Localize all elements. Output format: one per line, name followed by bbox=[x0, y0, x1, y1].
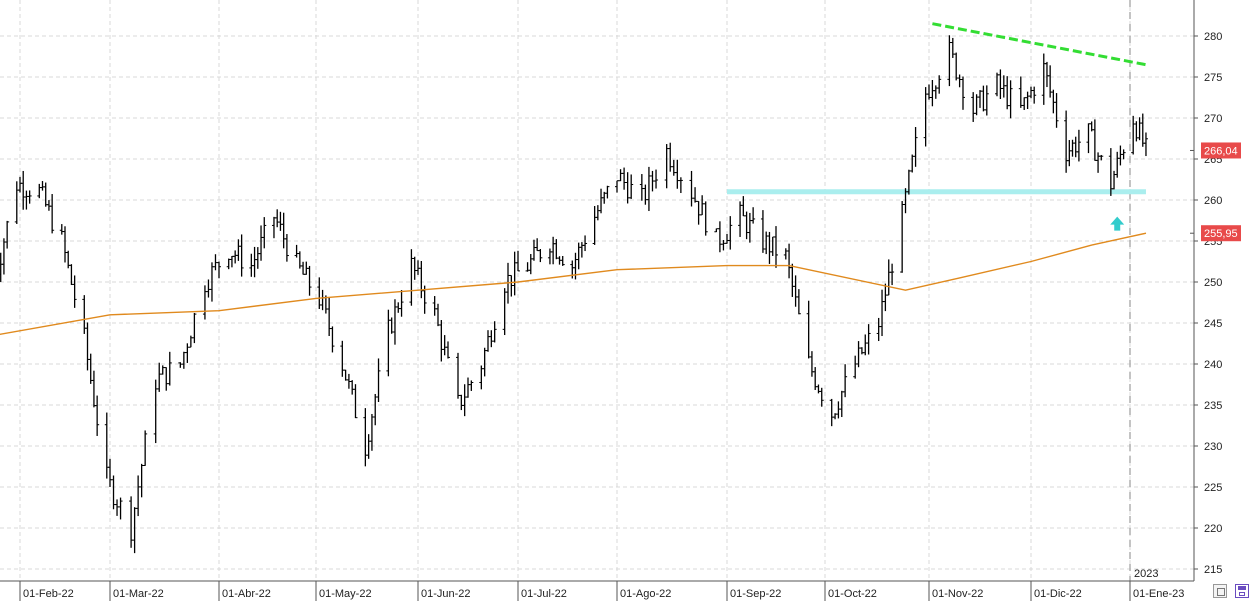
ohlc-bar bbox=[654, 169, 659, 189]
grid-lines bbox=[0, 0, 1194, 581]
ohlc-bar bbox=[399, 290, 404, 317]
ohlc-bar bbox=[890, 263, 895, 286]
last-price-label: 266,04 bbox=[1204, 145, 1238, 157]
ohlc-bar bbox=[1143, 132, 1148, 157]
y-tick-label: 250 bbox=[1204, 277, 1222, 289]
ohlc-bar bbox=[5, 220, 10, 249]
moving-average-line bbox=[0, 232, 1147, 336]
y-tick-label: 245 bbox=[1204, 318, 1222, 330]
ohlc-bar bbox=[538, 248, 543, 263]
y-tick-label: 235 bbox=[1204, 400, 1222, 412]
y-tick-label: 215 bbox=[1204, 564, 1222, 576]
x-tick-label: 01-Feb-22 bbox=[23, 588, 74, 600]
ohlc-bar bbox=[167, 351, 172, 386]
x-axis: 01-Feb-22 01-Mar-22 01-Abr-22 01-May-22 01-J… bbox=[19, 568, 1184, 601]
x-tick-label: 01-Sep-22 bbox=[730, 588, 781, 600]
grid-toggle-icon[interactable] bbox=[1213, 584, 1227, 598]
resistance-trendline bbox=[932, 22, 1147, 67]
ohlc-bar bbox=[703, 201, 708, 236]
ohlc-bar bbox=[1076, 129, 1081, 162]
up-arrow-icon bbox=[1110, 216, 1125, 231]
ohlc-bar bbox=[583, 235, 588, 252]
ohlc-bar bbox=[1099, 154, 1104, 161]
x-tick-label: 01-Nov-22 bbox=[932, 588, 983, 600]
ohlc-bar bbox=[284, 234, 289, 262]
ohlc-bar bbox=[192, 312, 197, 344]
signal-arrow bbox=[1110, 216, 1125, 231]
ohlc-bar bbox=[866, 324, 871, 355]
ohlc-bar bbox=[376, 358, 381, 403]
last-price-label-bg bbox=[1201, 142, 1241, 159]
ohlc-bar bbox=[27, 190, 32, 204]
x-tick-label: 01-Abr-22 bbox=[222, 588, 271, 600]
ohlc-bar bbox=[143, 430, 148, 467]
ohlc-bar bbox=[678, 177, 683, 194]
ohlc-bar bbox=[774, 226, 778, 268]
ohlc-bar bbox=[118, 497, 123, 520]
ohlc-bar bbox=[239, 234, 244, 277]
ohlc-bar bbox=[913, 127, 918, 167]
ohlc-bar bbox=[307, 265, 312, 296]
y-tick-label: 275 bbox=[1204, 72, 1222, 84]
y-tick-label: 225 bbox=[1204, 482, 1222, 494]
ohlc-bar bbox=[560, 255, 565, 266]
ohlc-bar bbox=[72, 275, 77, 308]
ohlc-bar bbox=[516, 250, 520, 272]
y-tick-label: 230 bbox=[1204, 441, 1222, 453]
x-tick-label: 01-May-22 bbox=[319, 588, 372, 600]
ohlc-bar bbox=[728, 216, 733, 250]
y-tick-label: 270 bbox=[1204, 113, 1222, 125]
ohlc-bar bbox=[843, 364, 848, 398]
y-tick-label: 220 bbox=[1204, 523, 1222, 535]
x-tick-label: 01-Jul-22 bbox=[521, 588, 567, 600]
ohlc-bar bbox=[1032, 86, 1037, 104]
x-tick-label: 01-Ago-22 bbox=[620, 588, 671, 600]
x-tick-label: 01-Oct-22 bbox=[828, 588, 877, 600]
ohlc-bar bbox=[353, 384, 358, 419]
year-marker-label: 2023 bbox=[1134, 568, 1158, 580]
ohlc-bar bbox=[605, 185, 610, 199]
moving-average bbox=[0, 232, 1147, 336]
ohlc-bar bbox=[796, 289, 801, 315]
ohlc-bar bbox=[50, 194, 55, 234]
ohlc-bar bbox=[961, 76, 965, 110]
ohlc-bar bbox=[95, 395, 100, 436]
x-tick-label: 01-Jun-22 bbox=[421, 588, 471, 600]
ohlc-bar bbox=[446, 341, 450, 359]
price-labels: 266,04 255,95 bbox=[1190, 142, 1241, 242]
ohlc-bar bbox=[330, 326, 335, 353]
x-tick-label: 01-Mar-22 bbox=[113, 588, 164, 600]
ohlc-bar bbox=[1008, 80, 1013, 119]
ohlc-bar bbox=[217, 261, 221, 279]
ohlc-bar bbox=[937, 75, 942, 94]
moving-average-price-label: 255,95 bbox=[1204, 228, 1238, 240]
x-tick-label: 01-Ene-23 bbox=[1133, 588, 1184, 600]
x-tick-label: 01-Dic-22 bbox=[1034, 588, 1082, 600]
ohlc-bar bbox=[751, 207, 756, 224]
price-bars bbox=[0, 35, 1148, 554]
moving-average-price-label-bg bbox=[1201, 225, 1241, 242]
resistance-dashed-line bbox=[932, 22, 1147, 67]
ohlc-bar bbox=[492, 321, 497, 343]
ohlc-bar bbox=[469, 380, 474, 391]
ohlc-bar bbox=[819, 387, 824, 407]
ohlc-bar bbox=[1121, 149, 1126, 160]
save-icon[interactable] bbox=[1235, 584, 1249, 598]
ohlc-bar bbox=[1054, 93, 1059, 128]
y-tick-label: 260 bbox=[1204, 195, 1222, 207]
ohlc-bar bbox=[984, 85, 989, 116]
ohlc-bar bbox=[262, 217, 267, 249]
y-tick-label: 240 bbox=[1204, 359, 1222, 371]
ohlc-bar bbox=[629, 174, 634, 199]
y-tick-label: 280 bbox=[1204, 31, 1222, 43]
